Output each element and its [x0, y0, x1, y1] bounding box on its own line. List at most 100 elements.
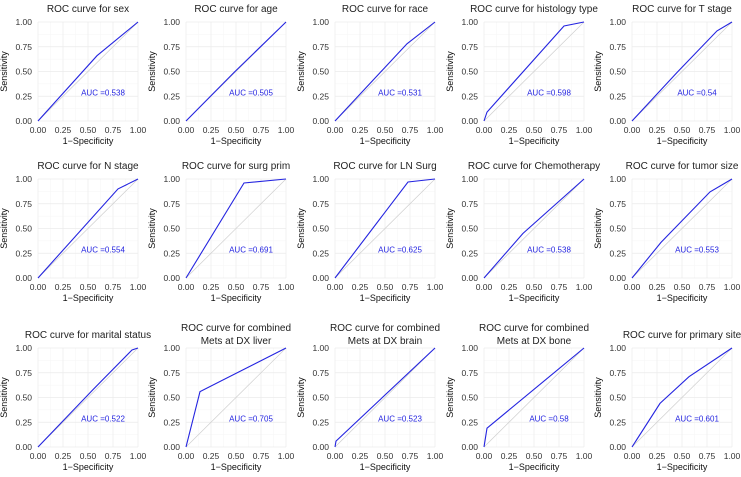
x-axis-label: 1−Specificity — [657, 462, 708, 472]
y-axis-label: Sensitivity — [147, 377, 157, 418]
y-tick-label: 0.50 — [163, 224, 180, 234]
y-tick-label: 0.25 — [15, 248, 32, 258]
y-axis-label: Sensitivity — [593, 208, 603, 249]
y-tick-label: 0.75 — [15, 42, 32, 52]
y-axis-label: Sensitivity — [593, 377, 603, 418]
panel-title: ROC curve for age — [194, 4, 278, 15]
x-tick-label: 0.50 — [674, 125, 691, 135]
roc-panel: ROC curve for marital status 0.000.00 0.25… — [0, 330, 151, 472]
x-tick-label: 1.00 — [278, 282, 295, 292]
y-tick-label: 0.50 — [163, 67, 180, 77]
y-tick-label: 0.50 — [312, 67, 329, 77]
y-tick-label: 0.75 — [461, 199, 478, 209]
x-tick-label: 1.00 — [724, 125, 741, 135]
x-tick-label: 0.25 — [352, 282, 369, 292]
x-tick-label: 1.00 — [576, 125, 593, 135]
y-tick-label: 0.50 — [461, 67, 478, 77]
x-tick-label: 0.50 — [80, 451, 97, 461]
auc-label: AUC =0.538 — [81, 88, 125, 97]
x-axis-label: 1−Specificity — [63, 293, 114, 303]
x-tick-label: 0.00 — [476, 451, 493, 461]
y-tick-label: 0.00 — [312, 116, 329, 126]
x-tick-label: 0.25 — [649, 125, 666, 135]
reference-diagonal — [631, 178, 733, 279]
y-tick-label: 0.75 — [461, 42, 478, 52]
x-tick-label: 0.75 — [699, 125, 716, 135]
y-tick-label: 1.00 — [15, 174, 32, 184]
y-tick-label: 1.00 — [15, 17, 32, 27]
y-tick-label: 0.50 — [15, 224, 32, 234]
reference-diagonal — [334, 347, 436, 448]
roc-curve-line — [334, 178, 436, 279]
x-tick-label: 1.00 — [278, 125, 295, 135]
x-tick-label: 0.75 — [551, 125, 568, 135]
roc-curve-line — [631, 21, 733, 122]
y-tick-label: 1.00 — [609, 174, 626, 184]
panel-title: ROC curve for LN Surg — [333, 161, 436, 172]
roc-panel: ROC curve for combined Mets at DX brain 0.… — [296, 323, 444, 472]
x-axis-label: 1−Specificity — [360, 136, 411, 146]
roc-panel: ROC curve for age 0.000.00 0.25 0.25 0.50 0.5… — [147, 4, 295, 146]
y-axis-label: Sensitivity — [0, 208, 9, 249]
y-tick-label: 1.00 — [609, 343, 626, 353]
x-tick-label: 0.50 — [674, 282, 691, 292]
y-tick-label: 1.00 — [163, 17, 180, 27]
y-tick-label: 0.25 — [609, 248, 626, 258]
x-tick-label: 0.75 — [699, 282, 716, 292]
x-tick-label: 0.00 — [327, 125, 344, 135]
y-tick-label: 0.00 — [609, 116, 626, 126]
x-tick-label: 0.75 — [105, 451, 122, 461]
x-tick-label: 0.50 — [228, 125, 245, 135]
x-tick-label: 0.75 — [105, 125, 122, 135]
auc-label: AUC =0.523 — [378, 414, 422, 423]
x-tick-label: 0.75 — [551, 282, 568, 292]
x-tick-label: 0.25 — [501, 282, 518, 292]
x-tick-label: 0.00 — [178, 282, 195, 292]
x-tick-label: 0.50 — [526, 451, 543, 461]
x-tick-label: 1.00 — [130, 451, 147, 461]
auc-label: AUC =0.58 — [529, 414, 569, 423]
x-tick-label: 0.00 — [624, 282, 641, 292]
y-tick-label: 0.00 — [312, 273, 329, 283]
y-tick-label: 0.00 — [163, 273, 180, 283]
roc-panel: ROC curve for combined Mets at DX bone 0.0… — [445, 323, 593, 472]
y-axis-label: Sensitivity — [593, 51, 603, 92]
x-tick-label: 0.75 — [699, 451, 716, 461]
y-axis-label: Sensitivity — [0, 377, 9, 418]
x-tick-label: 0.25 — [55, 125, 72, 135]
reference-diagonal — [334, 21, 436, 122]
x-tick-label: 0.00 — [30, 282, 47, 292]
auc-label: AUC =0.691 — [229, 245, 273, 254]
x-axis-label: 1−Specificity — [509, 136, 560, 146]
reference-diagonal — [483, 178, 585, 279]
y-tick-label: 1.00 — [609, 17, 626, 27]
y-axis-label: Sensitivity — [296, 377, 306, 418]
y-tick-label: 0.75 — [312, 199, 329, 209]
roc-curve-line — [37, 178, 139, 279]
y-tick-label: 1.00 — [15, 343, 32, 353]
x-tick-label: 1.00 — [724, 451, 741, 461]
y-tick-label: 0.00 — [461, 273, 478, 283]
x-tick-label: 0.50 — [377, 282, 394, 292]
reference-diagonal — [185, 347, 287, 448]
x-tick-label: 0.25 — [55, 451, 72, 461]
auc-label: AUC =0.625 — [378, 245, 422, 254]
y-tick-label: 0.00 — [15, 273, 32, 283]
x-tick-label: 0.25 — [203, 451, 220, 461]
y-tick-label: 0.75 — [163, 199, 180, 209]
x-axis-label: 1−Specificity — [360, 462, 411, 472]
x-axis-label: 1−Specificity — [657, 136, 708, 146]
x-tick-label: 0.50 — [80, 125, 97, 135]
y-tick-label: 0.25 — [609, 91, 626, 101]
x-tick-label: 0.50 — [526, 125, 543, 135]
x-tick-label: 0.75 — [402, 125, 419, 135]
x-tick-label: 1.00 — [427, 125, 444, 135]
y-tick-label: 0.00 — [15, 116, 32, 126]
y-axis-label: Sensitivity — [147, 51, 157, 92]
y-tick-label: 0.75 — [312, 368, 329, 378]
panel-title: ROC curve for sex — [47, 4, 129, 15]
panel-title: ROC curve for primary site — [623, 330, 741, 341]
x-tick-label: 0.00 — [327, 451, 344, 461]
x-tick-label: 0.00 — [476, 125, 493, 135]
